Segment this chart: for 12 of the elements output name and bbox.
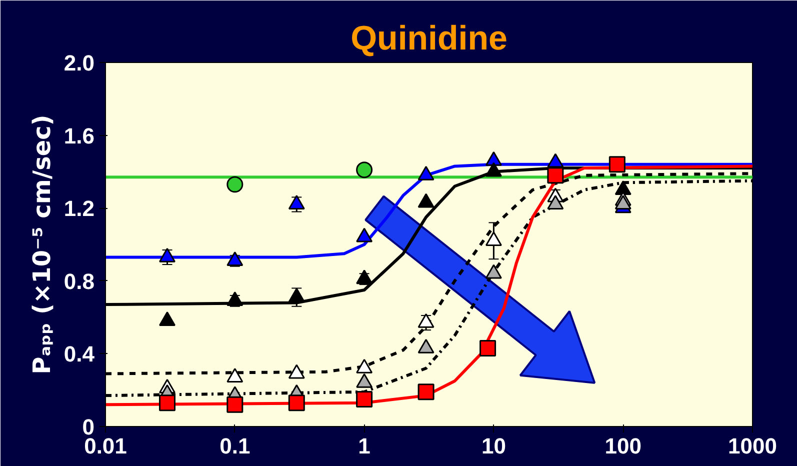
chart-title: Quinidine [350,20,508,58]
y-tick-label: 0.4 [64,342,96,367]
y-tick-label: 1.6 [64,123,95,148]
x-tick-label: 100 [604,434,642,458]
x-tick-label: 1 [358,434,370,458]
x-tick-label: 10 [481,434,506,458]
y-tick-label: 2.0 [64,50,95,76]
x-tick-label: 0.1 [220,434,250,458]
y-tick-label: 1.2 [64,196,95,222]
x-tick-label: 1000 [728,434,777,458]
y-tick-label: 0.8 [64,268,95,294]
y-axis-title: Pₐₚₚ (×10⁻⁵ cm/sec) [28,114,56,374]
